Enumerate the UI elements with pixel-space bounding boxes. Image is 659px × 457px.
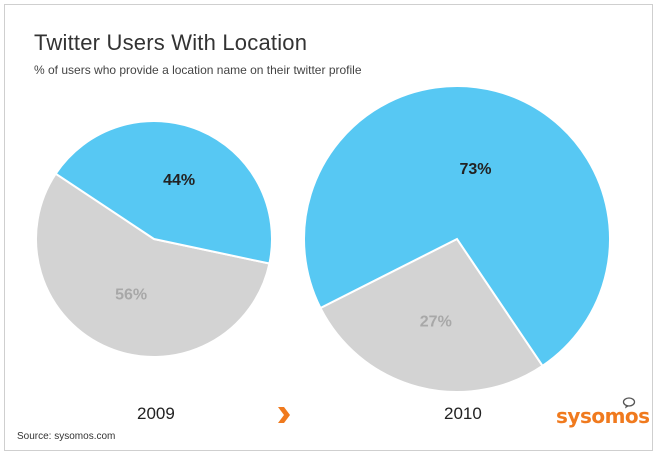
- pie-2010: 27% 73%: [303, 85, 611, 393]
- pie-slice-2010-27: [319, 237, 544, 393]
- pie-label-2010-73: 73%: [459, 161, 491, 178]
- pie-label-2010-27: 27%: [420, 313, 452, 330]
- speech-bubble-icon: [622, 397, 636, 409]
- sysomos-logo: sysomos: [556, 397, 650, 428]
- chevron-right-icon: [278, 407, 290, 423]
- pie-label-2009-56: 56%: [115, 286, 147, 303]
- source-note: Source: sysomos.com: [17, 431, 116, 442]
- chart-subtitle: % of users who provide a location name o…: [34, 63, 362, 77]
- brand-text: sysomos: [556, 404, 650, 428]
- year-label-2010: 2010: [444, 404, 482, 423]
- pie-2009: 56% 44%: [35, 120, 273, 358]
- year-label-2009: 2009: [137, 404, 175, 423]
- pie-slice-2009-44: [54, 120, 273, 265]
- chart-title: Twitter Users With Location: [34, 30, 308, 55]
- pie-label-2009-44: 44%: [163, 172, 195, 189]
- pie-slice-2009-56: [35, 172, 271, 358]
- pie-slice-2010-73: [303, 85, 611, 368]
